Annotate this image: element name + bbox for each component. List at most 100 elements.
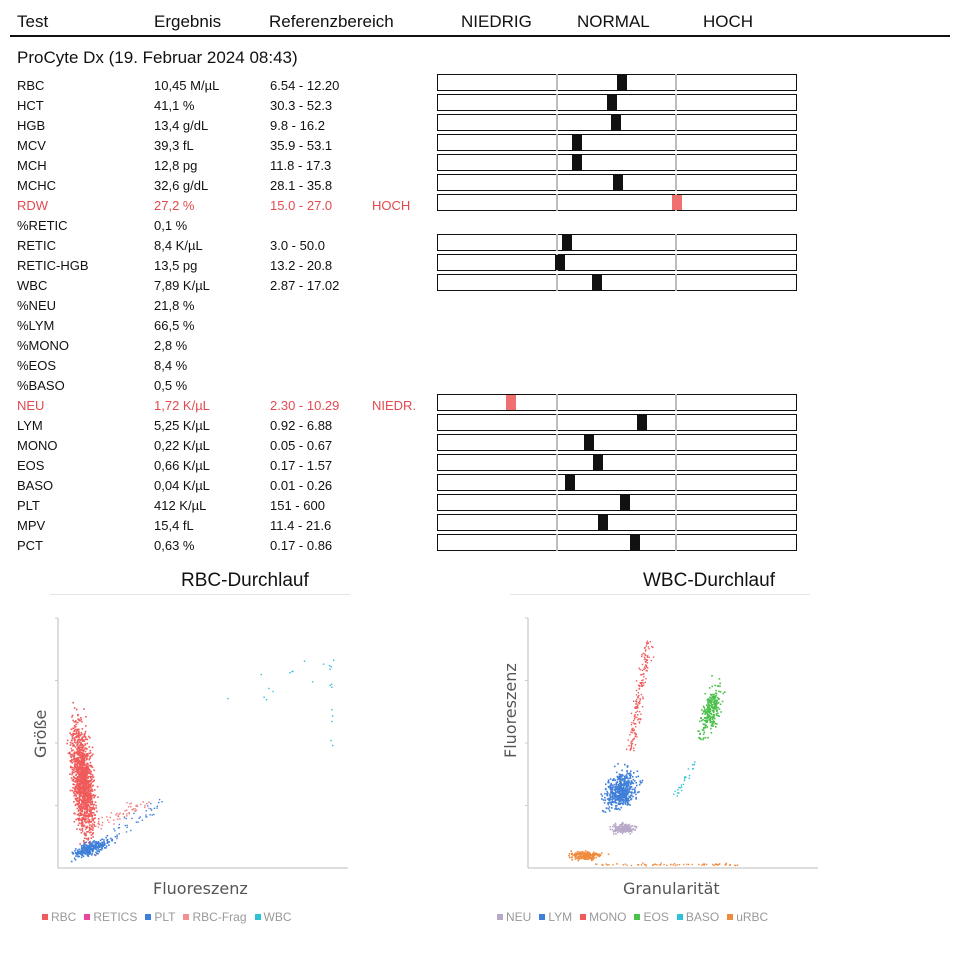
rbc-plot-title: RBC-Durchlauf: [181, 570, 309, 591]
value-marker: [597, 515, 608, 530]
range-divider: [675, 494, 677, 511]
range-divider: [556, 534, 558, 551]
wbc-y-label: Fluoreszenz: [501, 663, 520, 758]
range-divider: [556, 94, 558, 111]
table-row: BASO 0,04 K/µL 0.01 - 0.26: [0, 476, 956, 496]
test-name: MPV: [17, 518, 46, 533]
value-marker: [555, 255, 566, 270]
test-result: 8,4 %: [154, 358, 188, 373]
test-result: 5,25 K/µL: [154, 418, 210, 433]
test-name: %RETIC: [17, 218, 68, 233]
wbc-legend-item: MONO: [580, 910, 626, 924]
value-marker: [592, 455, 603, 470]
section-title: ProCyte Dx (19. Februar 2024 08:43): [17, 48, 298, 67]
table-row: MCV 39,3 fL 35.9 - 53.1: [0, 136, 956, 156]
urbc-points: [568, 850, 610, 862]
wbc-legend-item: EOS: [634, 910, 669, 924]
rbc-legend-label: RETICS: [93, 910, 138, 924]
range-divider: [675, 434, 677, 451]
rbc-y-label: Größe: [31, 710, 50, 758]
table-row: MCH 12,8 pg 11.8 - 17.3: [0, 156, 956, 176]
col-header-low: NIEDRIG: [461, 12, 532, 31]
table-row: RDW 27,2 % 15.0 - 27.0 HOCH: [0, 196, 956, 216]
col-header-result: Ergebnis: [154, 12, 222, 31]
test-name: PCT: [17, 538, 43, 553]
range-bar: [437, 194, 797, 211]
range-divider: [675, 274, 677, 291]
test-result: 10,45 M/µL: [154, 78, 220, 93]
test-result: 8,4 K/µL: [154, 238, 203, 253]
test-result: 0,5 %: [154, 378, 188, 393]
baso-points: [673, 761, 696, 797]
range-divider: [556, 434, 558, 451]
test-result: 21,8 %: [154, 298, 195, 313]
reference-range: 15.0 - 27.0: [270, 198, 333, 213]
reference-range: 35.9 - 53.1: [270, 138, 333, 153]
rbc-frag-points: [79, 801, 150, 833]
rbc-points: [66, 701, 100, 857]
value-marker: [611, 115, 622, 130]
table-row: HCT 41,1 % 30.3 - 52.3: [0, 96, 956, 116]
range-divider: [556, 154, 558, 171]
value-marker: [565, 475, 576, 490]
value-marker: [583, 435, 594, 450]
value-marker: [572, 155, 583, 170]
rbc-legend-swatch: [254, 914, 261, 920]
test-name: WBC: [17, 278, 48, 293]
plt-points: [70, 834, 117, 863]
value-marker-alert: [672, 195, 683, 210]
rbc-legend-label: RBC: [51, 910, 77, 924]
rbc-scatter-plot: Fluoreszenz Größe: [31, 617, 348, 898]
range-bar: [437, 434, 797, 451]
wbc-legend-item: NEU: [497, 910, 531, 924]
reference-range: 2.30 - 10.29: [270, 398, 340, 413]
wbc-legend-label: EOS: [643, 910, 669, 924]
range-divider: [556, 74, 558, 91]
reference-range: 151 - 600: [270, 498, 325, 513]
value-marker: [616, 75, 627, 90]
rbc-legend-label: PLT: [154, 910, 176, 924]
range-divider: [556, 394, 558, 411]
value-marker: [636, 415, 647, 430]
test-name: MCH: [17, 158, 47, 173]
test-name: %LYM: [17, 318, 55, 333]
test-name: LYM: [17, 418, 43, 433]
table-row: LYM 5,25 K/µL 0.92 - 6.88: [0, 416, 956, 436]
range-bar: [437, 234, 797, 251]
reference-range: 13.2 - 20.8: [270, 258, 333, 273]
rbc-legend-item: PLT: [145, 910, 175, 924]
range-divider: [556, 474, 558, 491]
test-name: %NEU: [17, 298, 57, 313]
reference-range: 28.1 - 35.8: [270, 178, 333, 193]
table-row: %LYM 66,5 %: [0, 316, 956, 336]
wbc-legend-item: BASO: [676, 910, 719, 924]
reference-range: 0.05 - 0.67: [270, 438, 333, 453]
range-divider: [675, 414, 677, 431]
reference-range: 9.8 - 16.2: [270, 118, 325, 133]
reference-range: 11.4 - 21.6: [270, 518, 332, 533]
rbc-plot-title-rule: [50, 594, 350, 595]
lym-points: [600, 763, 644, 813]
col-header-test: Test: [17, 12, 49, 31]
range-divider: [556, 134, 558, 151]
test-name: MCV: [17, 138, 46, 153]
range-divider: [556, 194, 558, 211]
table-row: RBC 10,45 M/µL 6.54 - 12.20: [0, 76, 956, 96]
test-name: NEU: [17, 398, 45, 413]
rbc-legend-swatch: [183, 914, 190, 920]
wbc-legend-swatch: [727, 914, 734, 920]
range-bar: [437, 514, 797, 531]
value-marker: [572, 135, 583, 150]
range-divider: [675, 74, 677, 91]
table-row: %NEU 21,8 %: [0, 296, 956, 316]
table-row: %EOS 8,4 %: [0, 356, 956, 376]
range-divider: [675, 234, 677, 251]
reference-range: 30.3 - 52.3: [270, 98, 333, 113]
range-bar: [437, 254, 797, 271]
wbc-legend-label: uRBC: [736, 910, 769, 924]
wbc-legend-item: LYM: [539, 910, 572, 924]
test-name: PLT: [17, 498, 40, 513]
test-result: 0,22 K/µL: [154, 438, 210, 453]
rbc-legend-item: RBC-Frag: [183, 910, 247, 924]
reference-range: 0.92 - 6.88: [270, 418, 333, 433]
